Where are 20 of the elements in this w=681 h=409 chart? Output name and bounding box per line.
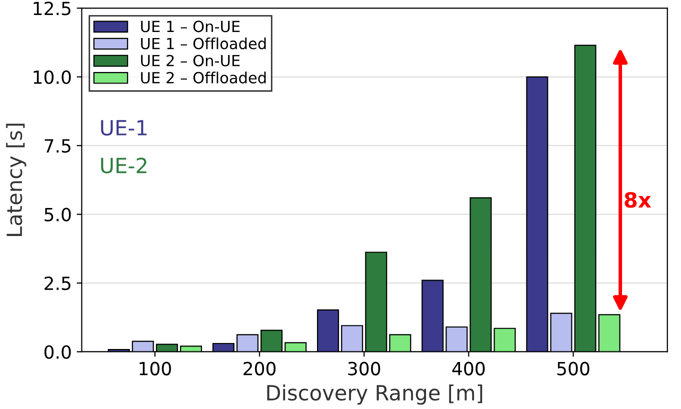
annotation: 8x: [624, 192, 652, 208]
y-tick-label: 5.0: [44, 208, 71, 222]
y-tick-label: 10.0: [34, 70, 71, 84]
annotation: UE-2: [101, 158, 146, 174]
y-tick-label: 2.5: [44, 276, 70, 290]
x-tick-label: 200: [244, 362, 276, 376]
annotation: UE-1: [101, 120, 147, 136]
y-tick-label: 7.5: [44, 139, 70, 153]
x-tick-label: 400: [452, 362, 485, 376]
legend-label: UE 2 – Offloaded: [141, 72, 266, 84]
y-axis-title: Latency [s]: [6, 124, 26, 236]
y-tick-label: 12.5: [34, 2, 70, 16]
legend-label: UE 2 – On-UE: [141, 54, 240, 66]
legend-label: UE 1 – On-UE: [141, 20, 240, 32]
x-tick-label: 500: [557, 362, 590, 376]
x-tick-label: 100: [140, 362, 171, 376]
y-tick-label: 0.0: [44, 345, 71, 359]
x-axis-title: Discovery Range [m]: [267, 384, 482, 405]
legend-label: UE 1 – Offloaded: [141, 37, 266, 50]
x-tick-label: 300: [348, 362, 380, 376]
